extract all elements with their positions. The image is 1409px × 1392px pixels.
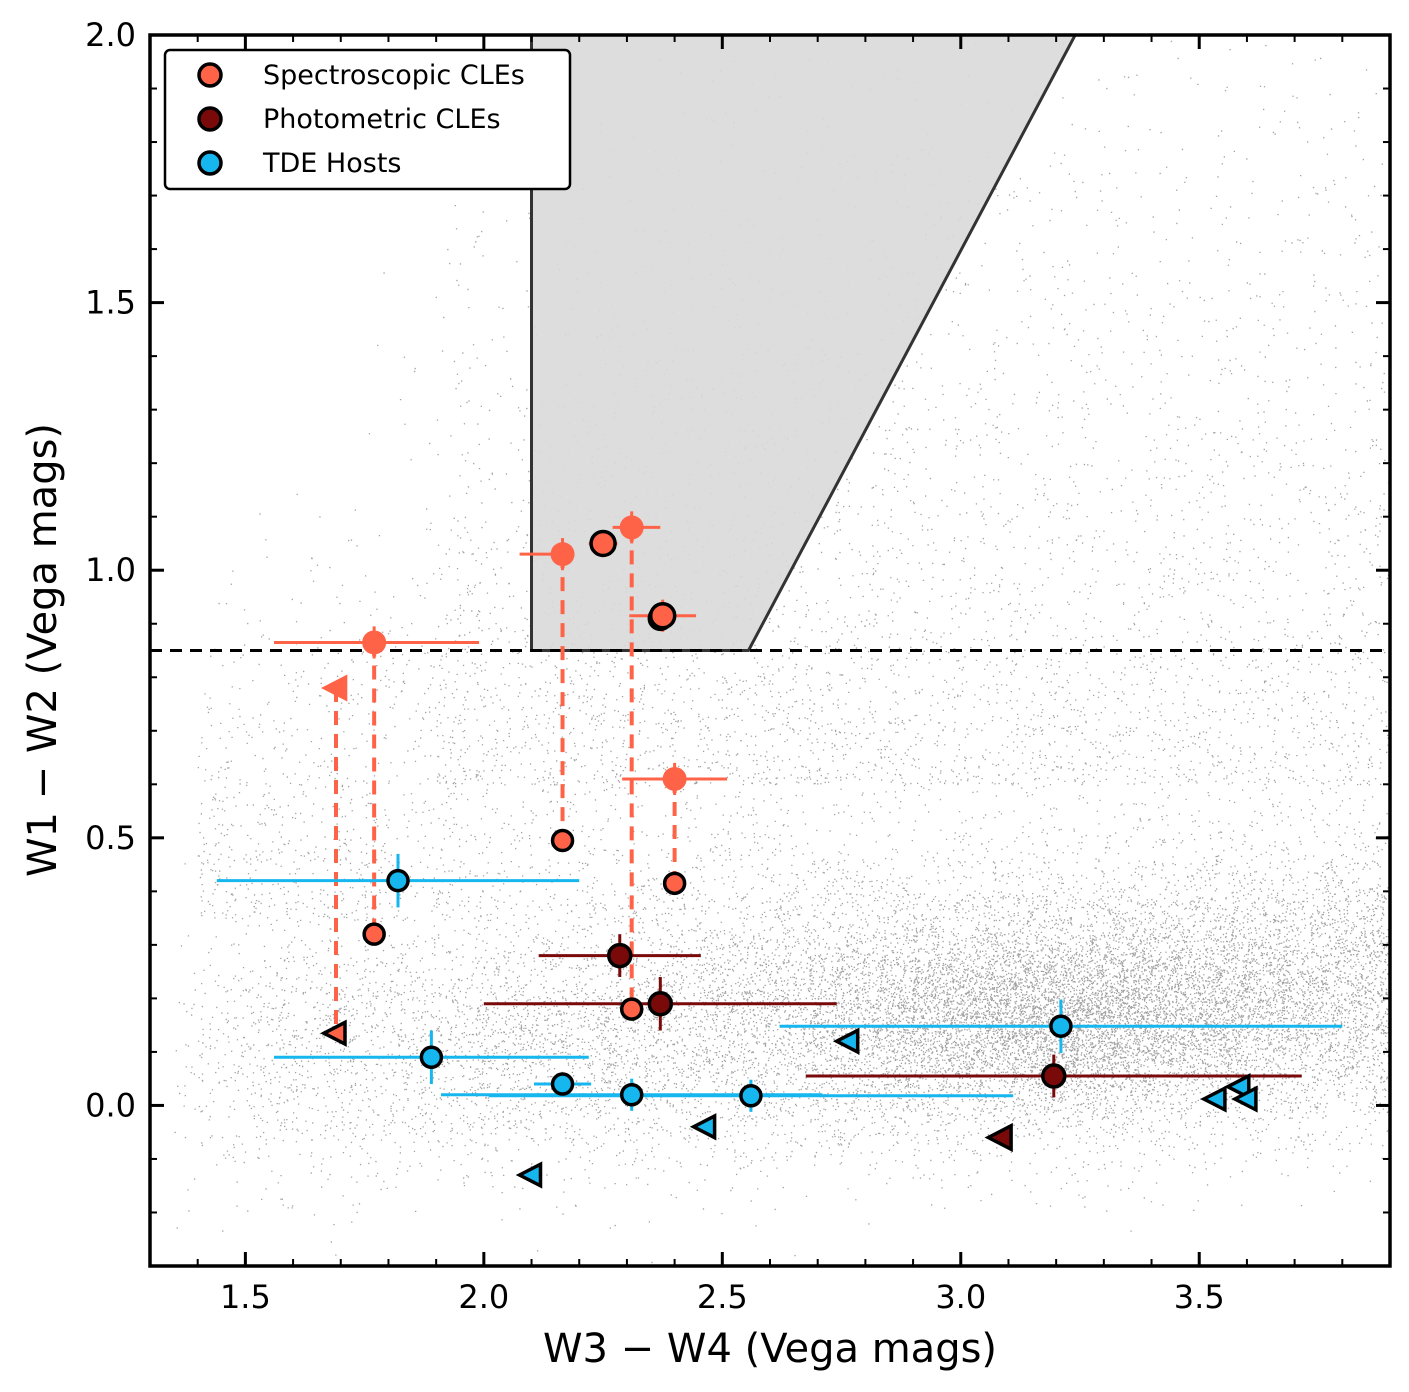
tde-point-3 <box>622 1085 642 1105</box>
photometric-point-1 <box>649 993 671 1015</box>
y-tick-label-0: 0.0 <box>85 1086 136 1124</box>
x-tick-label-2: 2.5 <box>697 1278 748 1316</box>
tde-point-4 <box>741 1086 761 1106</box>
spectroscopic-bright-point-2 <box>620 515 644 539</box>
tde-point-0 <box>388 871 408 891</box>
tde-upper-limit-1 <box>694 1116 715 1138</box>
tde-point-1 <box>421 1047 441 1067</box>
y-axis-label: W1 − W2 (Vega mags) <box>20 423 66 877</box>
legend: Spectroscopic CLEs Photometric CLEs TDE … <box>165 50 570 189</box>
x-tick-label-4: 3.5 <box>1174 1278 1225 1316</box>
agn-wedge-polygon <box>532 35 1076 651</box>
tde-point-5 <box>1051 1016 1071 1036</box>
legend-label-spectroscopic: Spectroscopic CLEs <box>263 60 525 91</box>
legend-label-photometric: Photometric CLEs <box>263 104 501 135</box>
legend-marker-spectroscopic <box>199 64 221 86</box>
agn-wedge-region <box>532 35 1076 651</box>
spectroscopic-bright-point-5 <box>651 604 675 628</box>
spectroscopic-faint-point-3 <box>665 873 685 893</box>
spectroscopic-bright-point-4 <box>591 531 615 555</box>
photometric-upper-limit-0 <box>988 1126 1011 1149</box>
photometric-point-2 <box>1043 1065 1065 1087</box>
y-tick-label-3: 1.5 <box>85 284 136 322</box>
spectroscopic-bright-point-0 <box>362 630 386 654</box>
y-tick-label-4: 2.0 <box>85 16 136 54</box>
spectroscopic-faint-point-0 <box>364 924 384 944</box>
spectroscopic-bright-point-3 <box>663 767 687 791</box>
x-tick-label-0: 1.5 <box>220 1278 271 1316</box>
x-tick-label-3: 3.0 <box>935 1278 986 1316</box>
x-tick-label-1: 2.0 <box>458 1278 509 1316</box>
data-series <box>217 511 1343 1185</box>
legend-marker-tde <box>199 152 221 174</box>
tde-point-2 <box>553 1074 573 1094</box>
spectroscopic-faint-point-1 <box>553 831 573 851</box>
spectroscopic-faint-point-2 <box>622 999 642 1019</box>
y-tick-label-2: 1.0 <box>85 551 136 589</box>
legend-marker-photometric <box>199 108 221 130</box>
tde-upper-limit-3 <box>1204 1088 1225 1110</box>
photometric-point-0 <box>609 945 631 967</box>
spectroscopic-bright-point-1 <box>551 542 575 566</box>
legend-label-tde: TDE Hosts <box>262 148 401 179</box>
tde-upper-limit-0 <box>520 1164 541 1186</box>
y-tick-label-1: 0.5 <box>85 819 136 857</box>
x-axis-label: W3 − W4 (Vega mags) <box>543 1326 997 1372</box>
